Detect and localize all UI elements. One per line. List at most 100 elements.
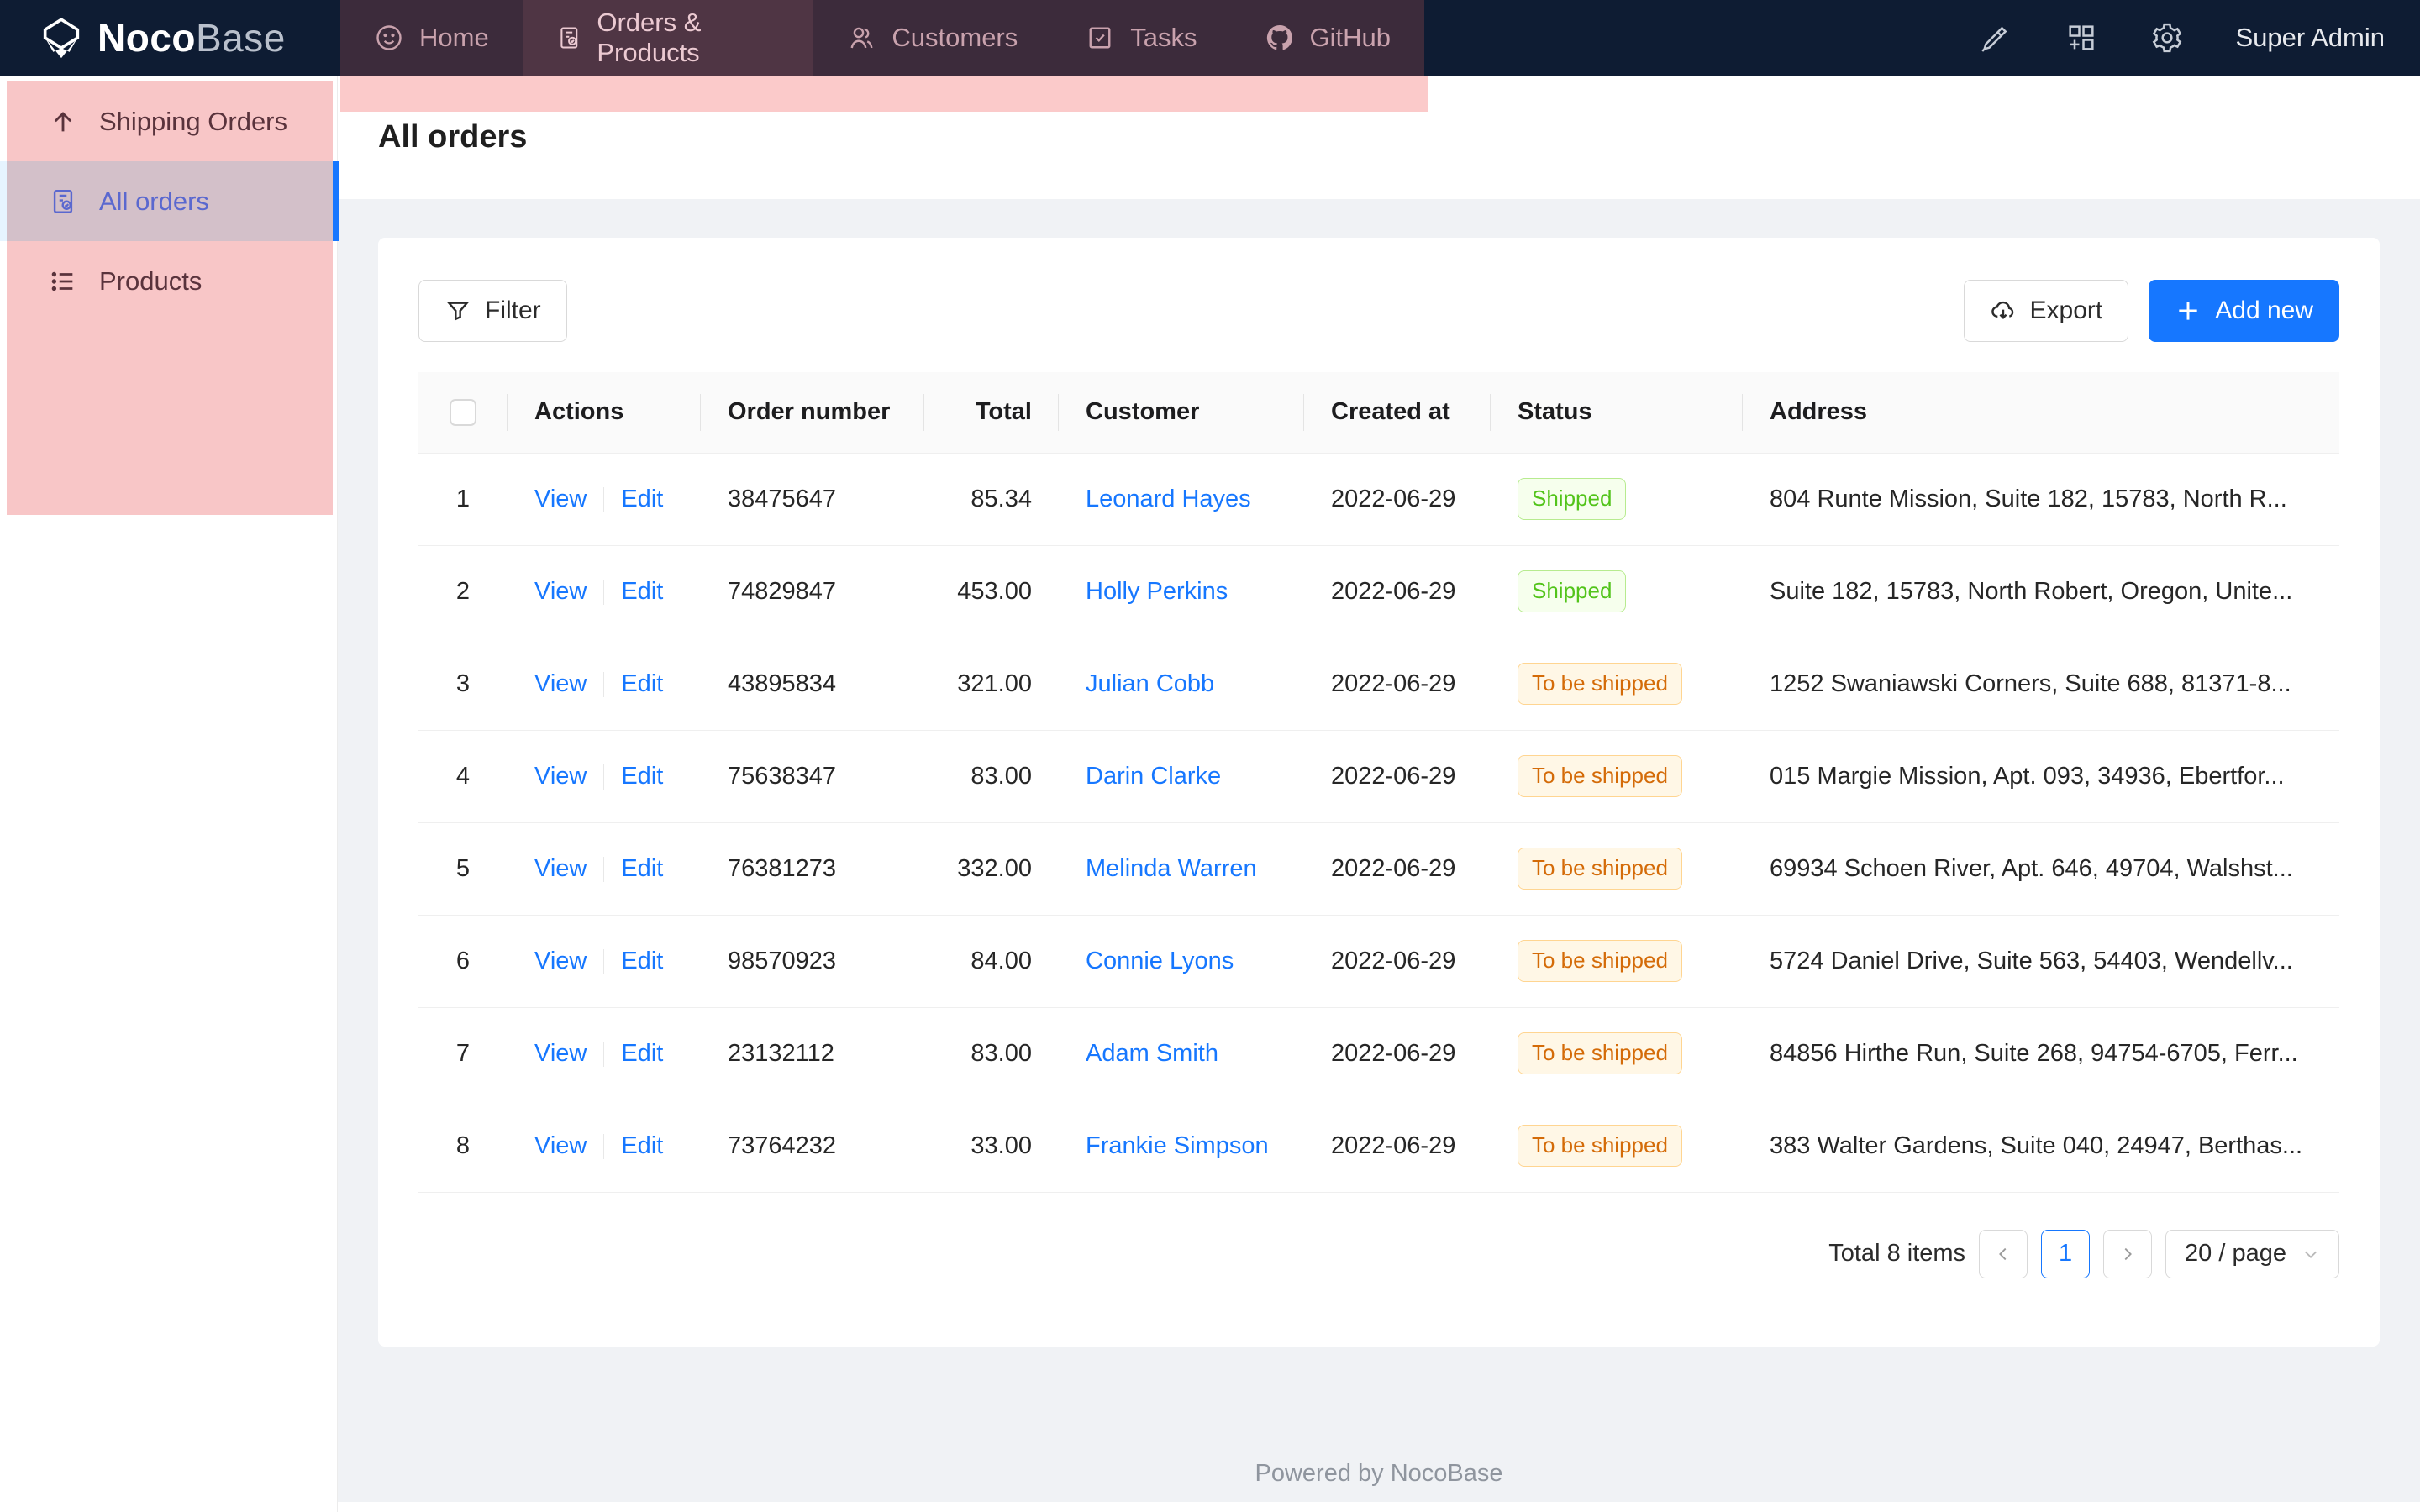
orders-icon xyxy=(560,27,577,49)
view-link[interactable]: View xyxy=(534,669,587,697)
view-link[interactable]: View xyxy=(534,485,587,512)
cell-order-number: 38475647 xyxy=(701,452,924,546)
cell-total: 84.00 xyxy=(924,915,1059,1008)
nav-item-orders-products[interactable]: Orders & Products xyxy=(522,0,813,76)
smiley-icon xyxy=(376,25,402,50)
table-row: 1 View Edit 38475647 85.34 Leonard Hayes … xyxy=(418,452,2339,546)
pagination-next-button[interactable] xyxy=(2103,1229,2153,1278)
plus-icon xyxy=(2179,302,2197,320)
status-badge: Shipped xyxy=(1518,478,1627,520)
row-actions: View Edit xyxy=(508,452,701,546)
col-header-total: Total xyxy=(924,372,1059,453)
cell-total: 332.00 xyxy=(924,822,1059,916)
filter-button[interactable]: Filter xyxy=(418,280,567,342)
table-row: 7 View Edit 23132112 83.00 Adam Smith 202… xyxy=(418,1007,2339,1100)
cell-address: 383 Walter Gardens, Suite 040, 24947, Be… xyxy=(1743,1100,2339,1193)
cell-created-at: 2022-06-29 xyxy=(1304,1100,1491,1193)
select-all-checkbox[interactable] xyxy=(450,399,476,427)
view-link[interactable]: View xyxy=(534,762,587,790)
customer-link[interactable]: Leonard Hayes xyxy=(1086,485,1251,512)
nav-item-home[interactable]: Home xyxy=(340,0,523,76)
cell-customer: Frankie Simpson xyxy=(1059,1100,1304,1193)
edit-link[interactable]: Edit xyxy=(621,577,664,605)
cell-customer: Holly Perkins xyxy=(1059,545,1304,638)
edit-link[interactable]: Edit xyxy=(621,762,664,790)
nav-item-tasks[interactable]: Tasks xyxy=(1051,0,1230,76)
page-size-select[interactable]: 20 / page xyxy=(2165,1229,2339,1278)
navbar-right: Super Admin xyxy=(1979,0,2420,76)
edit-link[interactable]: Edit xyxy=(621,854,664,882)
logo[interactable]: NocoBase xyxy=(0,0,338,76)
row-index: 1 xyxy=(418,452,508,546)
cell-customer: Darin Clarke xyxy=(1059,730,1304,823)
nav-item-github[interactable]: GitHub xyxy=(1231,0,1424,76)
sidebar-item-all-orders[interactable]: All orders xyxy=(0,161,339,241)
action-divider xyxy=(603,948,605,974)
view-link[interactable]: View xyxy=(534,1131,587,1159)
ui-editor-highlighter-icon[interactable] xyxy=(1979,21,2012,55)
cell-total: 83.00 xyxy=(924,1007,1059,1100)
action-divider xyxy=(603,764,605,790)
cell-total: 85.34 xyxy=(924,452,1059,546)
table-row: 6 View Edit 98570923 84.00 Connie Lyons 2… xyxy=(418,915,2339,1008)
edit-link[interactable]: Edit xyxy=(621,669,664,697)
customers-icon xyxy=(850,27,873,49)
view-link[interactable]: View xyxy=(534,577,587,605)
action-divider xyxy=(603,856,605,882)
view-link[interactable]: View xyxy=(534,947,587,974)
customer-link[interactable]: Connie Lyons xyxy=(1086,947,1234,974)
customer-link[interactable]: Melinda Warren xyxy=(1086,854,1257,882)
cell-address: 84856 Hirthe Run, Suite 268, 94754-6705,… xyxy=(1743,1007,2339,1100)
customer-link[interactable]: Julian Cobb xyxy=(1086,669,1215,697)
view-link[interactable]: View xyxy=(534,1039,587,1067)
user-menu[interactable]: Super Admin xyxy=(2235,23,2386,52)
edit-link[interactable]: Edit xyxy=(621,947,664,974)
customer-link[interactable]: Darin Clarke xyxy=(1086,762,1222,790)
customer-link[interactable]: Holly Perkins xyxy=(1086,577,1228,605)
cell-total: 453.00 xyxy=(924,545,1059,638)
cell-address: Suite 182, 15783, North Robert, Oregon, … xyxy=(1743,545,2339,638)
cell-address: 1252 Swaniawski Corners, Suite 688, 8137… xyxy=(1743,638,2339,731)
top-navbar: NocoBase Home Orders & Products Customer… xyxy=(0,0,2420,76)
row-actions: View Edit xyxy=(508,545,701,638)
sidebar-item-shipping-orders[interactable]: Shipping Orders xyxy=(0,81,338,161)
cell-created-at: 2022-06-29 xyxy=(1304,730,1491,823)
cell-created-at: 2022-06-29 xyxy=(1304,822,1491,916)
table-row: 4 View Edit 75638347 83.00 Darin Clarke 2… xyxy=(418,730,2339,823)
file-check-icon xyxy=(53,189,73,213)
export-button[interactable]: Export xyxy=(1963,280,2129,342)
col-header-actions: Actions xyxy=(508,372,701,453)
edit-link[interactable]: Edit xyxy=(621,1039,664,1067)
cell-customer: Leonard Hayes xyxy=(1059,452,1304,546)
row-index: 3 xyxy=(418,638,508,731)
sidebar-item-products[interactable]: Products xyxy=(0,241,338,321)
view-link[interactable]: View xyxy=(534,854,587,882)
cell-status: To be shipped xyxy=(1491,822,1743,916)
chevron-right-icon xyxy=(2124,1247,2133,1260)
pagination-page-1[interactable]: 1 xyxy=(2041,1229,2091,1278)
cell-address: 804 Runte Mission, Suite 182, 15783, Nor… xyxy=(1743,452,2339,546)
customer-link[interactable]: Frankie Simpson xyxy=(1086,1131,1269,1159)
table-body: 1 View Edit 38475647 85.34 Leonard Hayes … xyxy=(418,452,2339,1193)
cell-status: To be shipped xyxy=(1491,1007,1743,1100)
cell-status: To be shipped xyxy=(1491,1100,1743,1193)
status-badge: To be shipped xyxy=(1518,663,1682,705)
edit-link[interactable]: Edit xyxy=(621,485,664,512)
add-new-button[interactable]: Add new xyxy=(2149,280,2339,342)
plugin-manager-icon[interactable] xyxy=(2065,21,2098,55)
settings-gear-icon[interactable] xyxy=(2150,21,2184,55)
status-badge: To be shipped xyxy=(1518,940,1682,982)
nav-item-customers[interactable]: Customers xyxy=(813,0,1051,76)
row-index: 4 xyxy=(418,730,508,823)
row-actions: View Edit xyxy=(508,638,701,731)
cell-order-number: 43895834 xyxy=(701,638,924,731)
cell-created-at: 2022-06-29 xyxy=(1304,915,1491,1008)
edit-link[interactable]: Edit xyxy=(621,1131,664,1159)
customer-link[interactable]: Adam Smith xyxy=(1086,1039,1218,1067)
cloud-download-icon xyxy=(1991,301,2013,319)
cell-created-at: 2022-06-29 xyxy=(1304,545,1491,638)
chevron-down-icon xyxy=(2304,1251,2317,1258)
sidebar-menu: Shipping Orders All orders Products xyxy=(0,81,339,321)
pagination-prev-button[interactable] xyxy=(1979,1229,2028,1278)
tasks-icon xyxy=(1089,27,1111,49)
